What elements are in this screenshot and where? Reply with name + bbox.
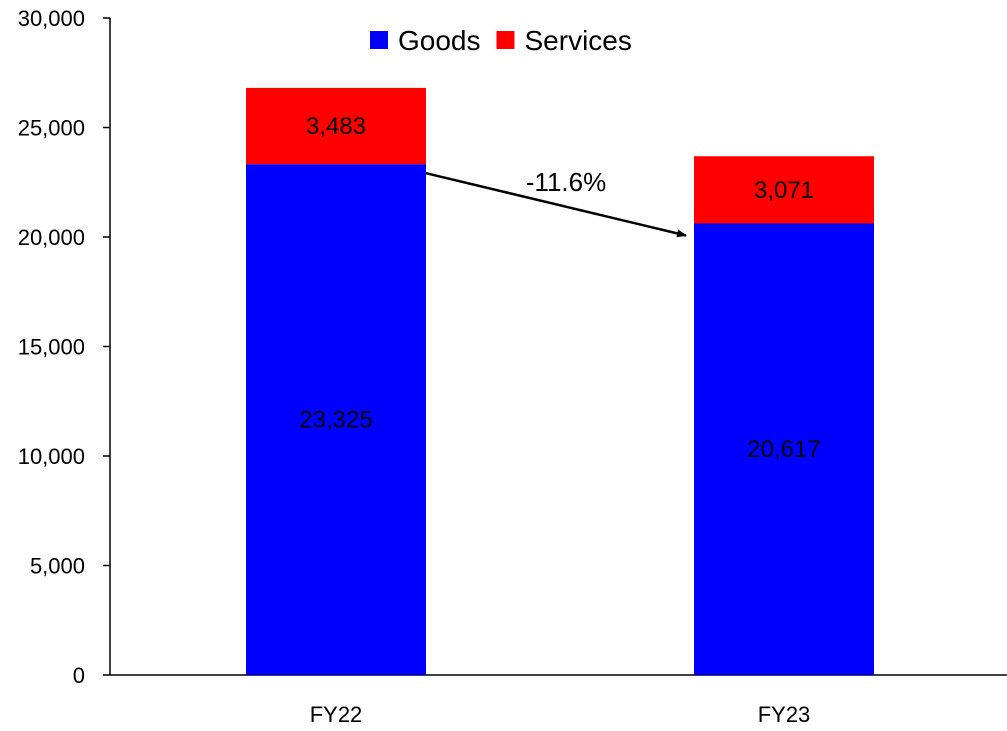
data-label-services-fy23: 3,071 — [754, 177, 814, 204]
data-label-goods-fy23: 20,617 — [747, 436, 820, 463]
y-tick-label: 30,000 — [18, 6, 85, 31]
y-tick-label: 10,000 — [18, 444, 85, 469]
data-label-services-fy22: 3,483 — [306, 113, 366, 140]
bar-goods-fy22 — [246, 164, 426, 675]
y-tick-label: 25,000 — [18, 116, 85, 141]
legend-swatch-goods — [370, 31, 388, 49]
change-annotation-label: -11.6% — [526, 167, 606, 197]
legend-swatch-services — [496, 31, 515, 49]
x-tick-label: FY23 — [758, 702, 811, 727]
bar-services-fy22 — [246, 87, 426, 165]
y-tick-label: 20,000 — [18, 225, 85, 250]
change-arrow — [425, 171, 687, 238]
legend-label-goods: Goods — [398, 25, 481, 56]
y-tick-label: 5,000 — [30, 554, 85, 579]
bar-goods-fy23 — [694, 223, 874, 675]
y-tick-label: 15,000 — [18, 335, 85, 360]
x-tick-label: FY22 — [310, 702, 363, 727]
data-label-goods-fy22: 23,325 — [299, 407, 372, 434]
bar-services-fy23 — [694, 156, 874, 224]
y-tick-label: 0 — [73, 663, 85, 688]
legend-label-services: Services — [525, 25, 632, 56]
